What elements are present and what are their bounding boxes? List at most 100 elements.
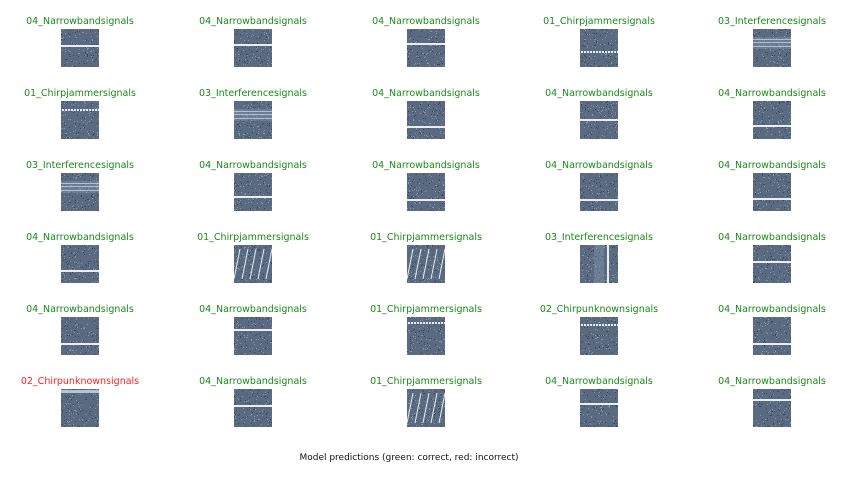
prediction-cell: 04_Narrowbandsignals [697,232,847,302]
signal-dot [423,322,425,324]
signal-dot [92,109,94,111]
signal-dot [590,324,592,326]
spectrogram-thumbnail [234,245,272,283]
signal-dot [602,51,604,53]
spectrogram-thumbnail [753,101,791,139]
signal-line [234,118,272,119]
prediction-cell: 03_Interferencesignals [178,88,328,158]
spectrogram-thumbnail [580,173,618,211]
signal-dot [617,324,618,326]
prediction-label: 04_Narrowbandsignals [718,160,826,171]
signal-line [580,199,618,201]
prediction-cell: 04_Narrowbandsignals [178,16,328,86]
spectrogram-thumbnail [407,317,445,355]
signal-dot [77,109,79,111]
prediction-label: 01_Chirpjammersignals [197,232,309,243]
signal-dot [593,51,595,53]
signal-line [580,403,618,405]
prediction-cell: 01_Chirpjammersignals [351,232,501,302]
signal-dot [429,322,431,324]
signal-dot [608,324,610,326]
spectrogram-thumbnail [753,29,791,67]
prediction-cell: 02_Chirpunknownsignals [524,304,674,374]
prediction-cell: 04_Narrowbandsignals [697,88,847,158]
signal-line [61,390,99,393]
signal-dot [605,51,607,53]
prediction-cell: 04_Narrowbandsignals [5,304,155,374]
prediction-cell: 04_Narrowbandsignals [351,160,501,230]
prediction-cell: 01_Chirpjammersignals [351,376,501,446]
signal-line [234,196,272,198]
signal-line [753,343,791,345]
signal-dot [441,322,443,324]
prediction-label: 04_Narrowbandsignals [545,376,653,387]
signal-line [753,261,791,263]
signal-line [607,245,609,283]
signal-dot [599,51,601,53]
prediction-cell: 01_Chirpjammersignals [524,16,674,86]
signal-dot [611,324,613,326]
signal-dot [596,51,598,53]
spectrogram-thumbnail [407,245,445,283]
prediction-label: 04_Narrowbandsignals [199,304,307,315]
prediction-label: 04_Narrowbandsignals [718,232,826,243]
prediction-label: 04_Narrowbandsignals [372,16,480,27]
signal-line [61,186,99,187]
signal-line [753,42,791,43]
prediction-label: 04_Narrowbandsignals [372,160,480,171]
prediction-cell: 03_Interferencesignals [697,16,847,86]
prediction-cell: 04_Narrowbandsignals [5,16,155,86]
prediction-label: 03_Interferencesignals [717,16,826,27]
prediction-label: 03_Interferencesignals [25,160,134,171]
prediction-label: 04_Narrowbandsignals [718,304,826,315]
signal-dot [581,324,583,326]
spectrogram-thumbnail [580,317,618,355]
spectrogram-thumbnail [580,101,618,139]
prediction-label: 04_Narrowbandsignals [199,376,307,387]
prediction-cell: 04_Narrowbandsignals [351,16,501,86]
prediction-label: 04_Narrowbandsignals [199,16,307,27]
signal-line [753,399,791,401]
spectrogram-thumbnail [580,245,618,283]
signal-dot [432,322,434,324]
signal-dot [608,51,610,53]
prediction-label: 04_Narrowbandsignals [545,160,653,171]
signal-dot [581,51,583,53]
signal-dot [584,51,586,53]
prediction-label: 01_Chirpjammersignals [370,304,482,315]
signal-line [61,190,99,191]
signal-dot [80,109,82,111]
signal-line [234,329,272,331]
spectrogram-thumbnail [234,173,272,211]
spectrogram-thumbnail [61,29,99,67]
spectrogram-thumbnail [407,29,445,67]
spectrogram-thumbnail [234,317,272,355]
signal-dot [414,322,416,324]
prediction-label: 04_Narrowbandsignals [199,160,307,171]
prediction-label: 04_Narrowbandsignals [26,304,134,315]
spectrogram-thumbnail [580,29,618,67]
prediction-cell: 03_Interferencesignals [5,160,155,230]
signal-dot [587,324,589,326]
signal-line [234,44,272,46]
signal-line [61,343,99,345]
prediction-cell: 04_Narrowbandsignals [178,376,328,446]
signal-line [234,405,272,407]
signal-dot [617,51,618,53]
signal-dot [98,109,99,111]
chirp-sweep [407,392,445,424]
signal-line [753,46,791,47]
signal-line [61,45,99,47]
signal-dot [587,51,589,53]
prediction-label: 01_Chirpjammersignals [370,232,482,243]
prediction-label: 03_Interferencesignals [544,232,653,243]
signal-dot [605,324,607,326]
prediction-label: 04_Narrowbandsignals [26,232,134,243]
signal-dot [593,324,595,326]
prediction-cell: 04_Narrowbandsignals [524,88,674,158]
prediction-label: 04_Narrowbandsignals [718,88,826,99]
signal-dot [426,322,428,324]
prediction-label: 04_Narrowbandsignals [718,376,826,387]
prediction-label: 04_Narrowbandsignals [372,88,480,99]
signal-dot [83,109,85,111]
